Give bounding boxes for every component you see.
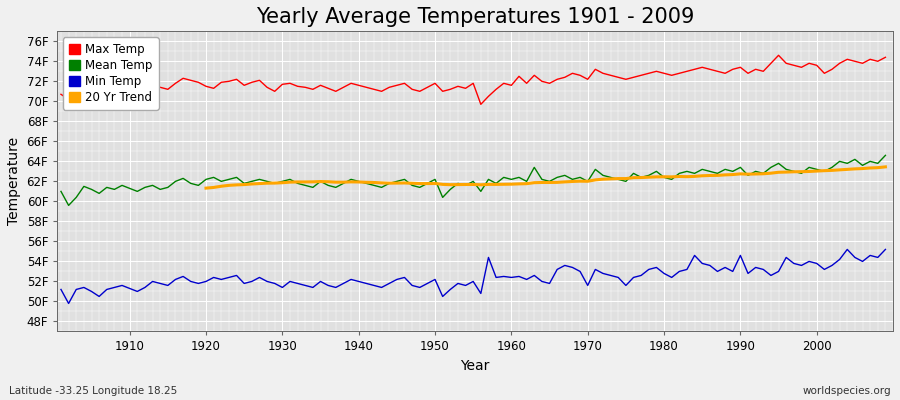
Min Temp	[605, 273, 616, 278]
Max Temp	[292, 84, 303, 89]
Max Temp	[124, 86, 135, 91]
20 Yr Trend	[292, 180, 303, 184]
Mean Temp	[880, 153, 891, 158]
Mean Temp	[63, 203, 74, 208]
20 Yr Trend	[766, 171, 777, 176]
Line: Max Temp: Max Temp	[61, 55, 886, 105]
Min Temp	[514, 274, 525, 279]
20 Yr Trend	[880, 164, 891, 169]
Mean Temp	[56, 189, 67, 194]
Line: Min Temp: Min Temp	[61, 250, 886, 304]
20 Yr Trend	[674, 174, 685, 179]
Max Temp	[773, 53, 784, 58]
Max Temp	[514, 74, 525, 79]
Min Temp	[56, 287, 67, 292]
X-axis label: Year: Year	[461, 359, 490, 373]
Mean Temp	[506, 177, 517, 182]
Y-axis label: Temperature: Temperature	[7, 137, 21, 226]
Line: Mean Temp: Mean Temp	[61, 155, 886, 205]
20 Yr Trend	[781, 170, 792, 174]
Min Temp	[506, 275, 517, 280]
Max Temp	[71, 103, 82, 108]
20 Yr Trend	[850, 166, 860, 171]
Text: worldspecies.org: worldspecies.org	[803, 386, 891, 396]
Title: Yearly Average Temperatures 1901 - 2009: Yearly Average Temperatures 1901 - 2009	[256, 7, 694, 27]
Text: Latitude -33.25 Longitude 18.25: Latitude -33.25 Longitude 18.25	[9, 386, 177, 396]
Max Temp	[506, 83, 517, 88]
Max Temp	[338, 85, 349, 90]
Max Temp	[56, 92, 67, 97]
Mean Temp	[605, 175, 616, 180]
20 Yr Trend	[201, 186, 212, 190]
Min Temp	[842, 247, 852, 252]
Legend: Max Temp, Mean Temp, Min Temp, 20 Yr Trend: Max Temp, Mean Temp, Min Temp, 20 Yr Tre…	[63, 37, 158, 110]
Min Temp	[124, 286, 135, 291]
Min Temp	[63, 301, 74, 306]
20 Yr Trend	[407, 181, 418, 186]
Mean Temp	[292, 181, 303, 186]
Mean Temp	[338, 181, 349, 186]
Max Temp	[880, 55, 891, 60]
Mean Temp	[124, 186, 135, 191]
Mean Temp	[514, 175, 525, 180]
Max Temp	[605, 73, 616, 78]
Min Temp	[880, 247, 891, 252]
Line: 20 Yr Trend: 20 Yr Trend	[206, 167, 886, 188]
Min Temp	[292, 281, 303, 286]
Min Temp	[338, 281, 349, 286]
